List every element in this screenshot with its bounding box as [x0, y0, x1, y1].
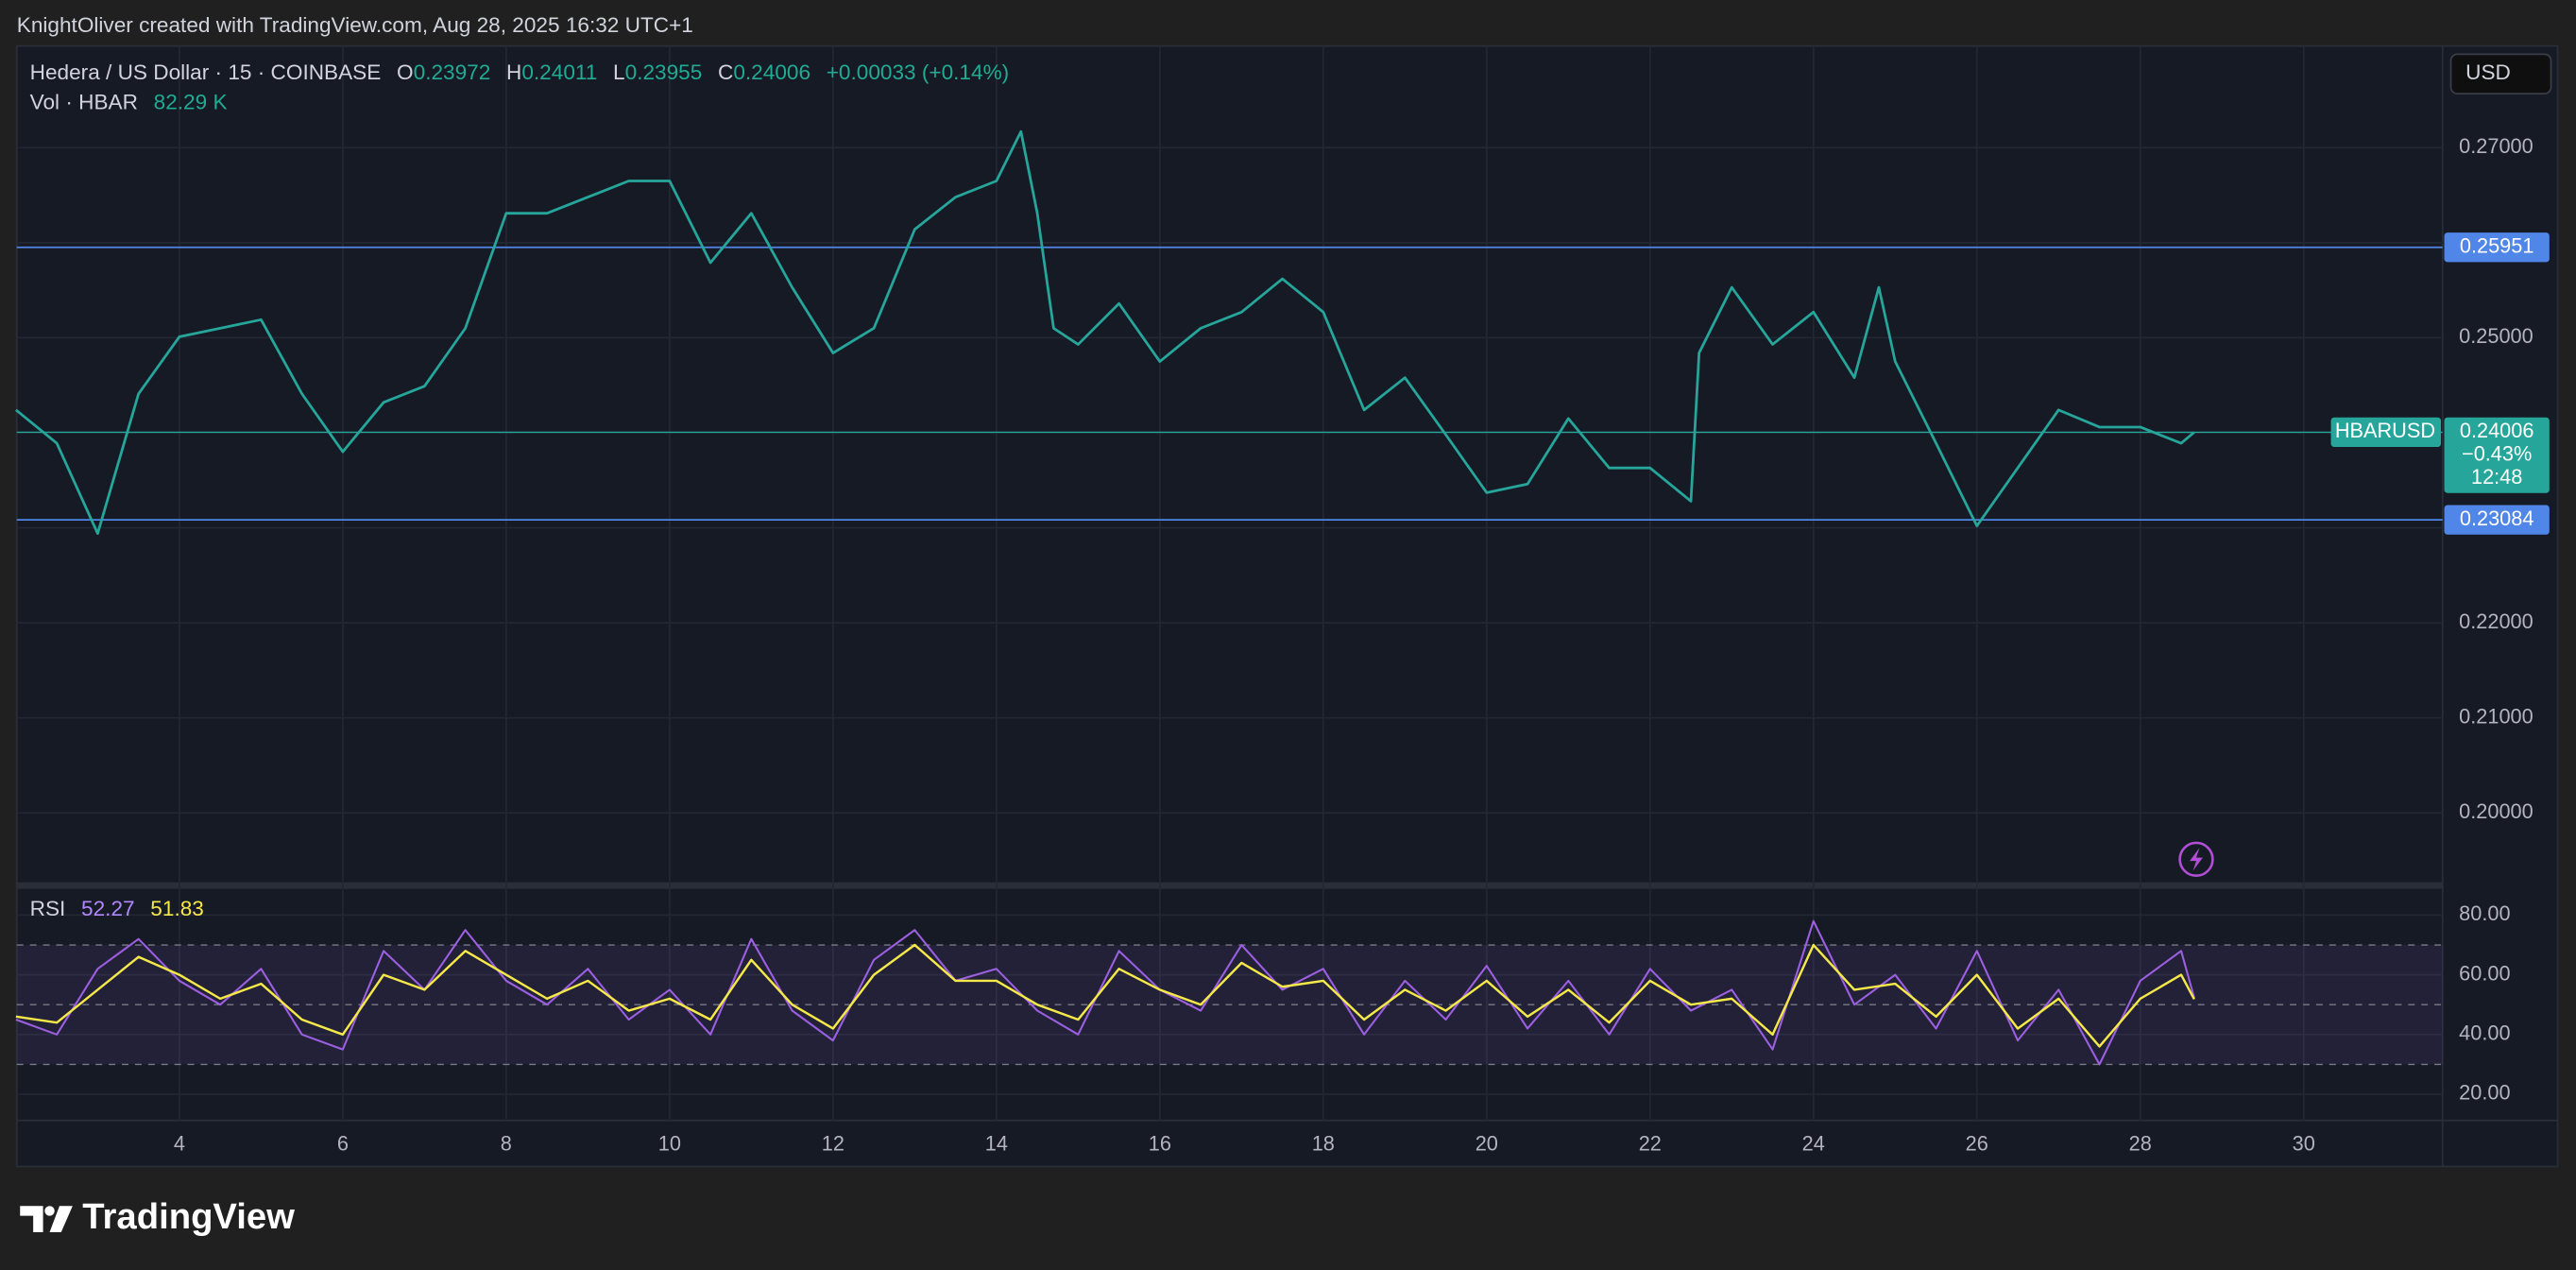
x-tick-label: 6	[337, 1132, 349, 1156]
volume-label: Vol · HBAR	[30, 91, 138, 114]
last-price-box	[2444, 417, 2550, 493]
x-tick-label: 18	[1312, 1132, 1335, 1156]
data-line	[15, 129, 2195, 535]
legend-main: Hedera / US Dollar · 15 · COINBASE O0.23…	[30, 60, 1010, 84]
currency: USD	[2465, 60, 2511, 84]
rsi-title: RSI	[30, 897, 66, 920]
last-price: 0.24006	[2460, 419, 2534, 442]
data-line	[15, 943, 2195, 1048]
ohlc-label: C	[718, 60, 733, 84]
alert-icon[interactable]	[2178, 841, 2214, 878]
x-tick-label: 14	[985, 1132, 1008, 1156]
legend-rsi: RSI 52.27 51.83	[30, 897, 204, 920]
x-tick-label: 24	[1802, 1132, 1825, 1156]
x-tick-label: 26	[1966, 1132, 1988, 1156]
x-tick-label: 4	[174, 1132, 185, 1156]
rsi-value: 52.27	[81, 897, 135, 920]
chart-panel	[15, 44, 2559, 1168]
ohlc-value: 0.23955	[625, 60, 703, 84]
x-tick-label: 16	[1149, 1132, 1171, 1156]
x-tick-label: 22	[1639, 1132, 1662, 1156]
brand-logo	[20, 1206, 73, 1233]
y-tick-label: 20.00	[2459, 1081, 2510, 1105]
volume-value: 82.29 K	[154, 91, 228, 114]
ohlc-value: 0.24006	[733, 60, 810, 84]
ohlc-label: O	[397, 60, 414, 84]
symbol-tag	[2330, 417, 2442, 448]
logo-part	[44, 1206, 55, 1216]
brand: TradingView	[82, 1196, 295, 1237]
plot	[15, 129, 2443, 1066]
x-tick-label: 20	[1476, 1132, 1498, 1156]
y-tick-label: 0.21000	[2459, 704, 2533, 728]
ohlc-label: L	[613, 60, 625, 84]
data-line	[15, 919, 2195, 1066]
change: +0.00033 (+0.14%)	[827, 60, 1009, 84]
ohlc-label: H	[506, 60, 521, 84]
attribution: KnightOliver created with TradingView.co…	[17, 13, 693, 37]
ohlc-value: 0.24011	[521, 60, 597, 84]
x-tick-label: 10	[658, 1132, 681, 1156]
legend-volume: Vol · HBAR 82.29 K	[30, 91, 228, 114]
last-change: −0.43%	[2462, 441, 2532, 465]
y-tick-label: 0.27000	[2459, 134, 2533, 158]
level-label: 0.23084	[2460, 506, 2534, 530]
y-tick-label: 60.00	[2459, 961, 2510, 985]
y-tick-label: 0.25000	[2459, 324, 2533, 348]
y-tick-label: 80.00	[2459, 901, 2510, 925]
level-tag	[2444, 232, 2550, 263]
labels: 0.200000.210000.220000.230000.240000.250…	[174, 134, 2550, 1156]
countdown: 12:48	[2471, 465, 2522, 489]
y-tick-label: 0.22000	[2459, 609, 2533, 633]
alert-icon-bolt	[2190, 848, 2203, 871]
currency-button[interactable]	[2449, 53, 2552, 94]
logo-part	[20, 1206, 43, 1233]
level-tag	[2444, 505, 2550, 535]
level-label: 0.25951	[2460, 234, 2534, 258]
x-tick-label: 12	[822, 1132, 844, 1156]
ohlc-value: 0.23972	[414, 60, 491, 84]
y-tick-label: 0.20000	[2459, 799, 2533, 823]
rsi-ma-value: 51.83	[150, 897, 204, 920]
symbol-tag-label: HBARUSD	[2335, 419, 2435, 442]
pane-separator	[16, 882, 2443, 889]
x-tick-label: 28	[2129, 1132, 2152, 1156]
symbol-title: Hedera / US Dollar · 15 · COINBASE	[30, 60, 382, 84]
x-tick-label: 30	[2293, 1132, 2315, 1156]
x-tick-label: 8	[501, 1132, 512, 1156]
y-tick-label: 40.00	[2459, 1021, 2510, 1045]
logo-part	[49, 1206, 73, 1233]
